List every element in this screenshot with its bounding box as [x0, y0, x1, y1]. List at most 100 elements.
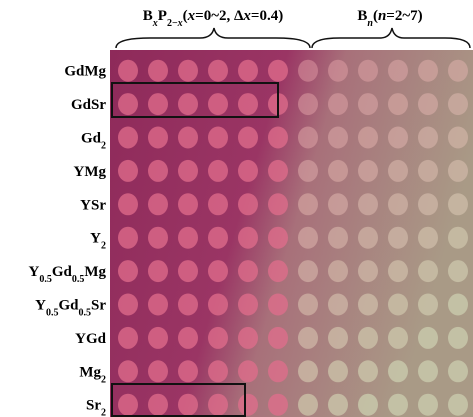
spot	[358, 360, 378, 383]
spot	[418, 93, 438, 116]
spot	[418, 393, 438, 416]
spot	[358, 93, 378, 116]
spot	[298, 393, 318, 416]
spot	[328, 193, 348, 216]
text-segment: 2	[101, 240, 106, 251]
spot	[118, 260, 138, 283]
text-segment: YSr	[80, 197, 106, 213]
spot	[238, 260, 258, 283]
spot	[448, 293, 468, 316]
text-segment: (	[373, 8, 378, 24]
spot	[298, 59, 318, 82]
spot	[148, 393, 168, 416]
spot	[148, 260, 168, 283]
spot	[358, 260, 378, 283]
text-segment: Mg	[79, 364, 101, 380]
spot	[418, 59, 438, 82]
spot	[448, 193, 468, 216]
row-label: GdMg	[64, 64, 106, 80]
spot	[208, 326, 228, 349]
spot	[328, 326, 348, 349]
spot	[268, 260, 288, 283]
spot	[418, 193, 438, 216]
row-label: Y0.5Gd0.5Mg	[28, 264, 106, 285]
spot	[388, 193, 408, 216]
spot	[148, 126, 168, 149]
text-segment: GdSr	[71, 97, 106, 113]
spot	[328, 59, 348, 82]
spot	[298, 193, 318, 216]
spot	[238, 159, 258, 182]
spot	[358, 159, 378, 182]
text-segment: Gd	[52, 264, 73, 280]
spot	[358, 59, 378, 82]
spot	[358, 326, 378, 349]
spot	[178, 159, 198, 182]
text-segment: x	[187, 8, 196, 24]
text-segment: 2	[101, 374, 106, 385]
spot	[448, 393, 468, 416]
spot	[118, 293, 138, 316]
spot	[268, 393, 288, 416]
spot	[268, 59, 288, 82]
spot	[268, 193, 288, 216]
spot	[418, 293, 438, 316]
spot	[208, 360, 228, 383]
spot	[388, 93, 408, 116]
spot	[388, 159, 408, 182]
spot	[238, 326, 258, 349]
text-segment: 0.5	[72, 274, 85, 285]
row-label: YGd	[75, 331, 107, 347]
spot	[238, 293, 258, 316]
spot	[238, 360, 258, 383]
spot	[388, 59, 408, 82]
spot	[148, 59, 168, 82]
text-segment: 0.5	[39, 274, 52, 285]
spot	[268, 159, 288, 182]
text-segment: =0.4)	[251, 8, 283, 24]
spot	[178, 393, 198, 416]
spot	[238, 393, 258, 416]
text-segment: 2	[101, 140, 106, 151]
spot	[148, 360, 168, 383]
spot	[298, 159, 318, 182]
text-segment: n	[367, 18, 373, 29]
spot	[388, 260, 408, 283]
spot	[418, 326, 438, 349]
spot	[118, 193, 138, 216]
spot	[238, 193, 258, 216]
spot	[178, 360, 198, 383]
row-label: Gd2	[81, 131, 106, 152]
spot	[148, 326, 168, 349]
spot	[148, 159, 168, 182]
spot	[118, 226, 138, 249]
plate	[110, 50, 473, 417]
spot	[448, 360, 468, 383]
text-segment: YGd	[75, 331, 107, 347]
column-header: Bn(n=2~7)	[357, 8, 422, 29]
spot	[178, 193, 198, 216]
text-segment: x	[242, 8, 251, 24]
spot	[148, 293, 168, 316]
spot	[388, 360, 408, 383]
text-segment: n	[378, 8, 386, 24]
spot	[118, 93, 138, 116]
spot	[388, 293, 408, 316]
row-label: YSr	[80, 197, 106, 213]
spot	[448, 59, 468, 82]
spot	[388, 126, 408, 149]
text-segment: GdMg	[64, 64, 106, 80]
spot	[388, 393, 408, 416]
spot	[418, 126, 438, 149]
spot	[328, 126, 348, 149]
spot	[268, 326, 288, 349]
spot	[178, 126, 198, 149]
spot	[298, 260, 318, 283]
spot	[118, 59, 138, 82]
text-segment: Y	[28, 264, 39, 280]
spot	[388, 226, 408, 249]
spot	[448, 326, 468, 349]
spot	[328, 226, 348, 249]
text-segment: Sr	[86, 398, 101, 414]
text-segment: 0.5	[79, 307, 92, 318]
